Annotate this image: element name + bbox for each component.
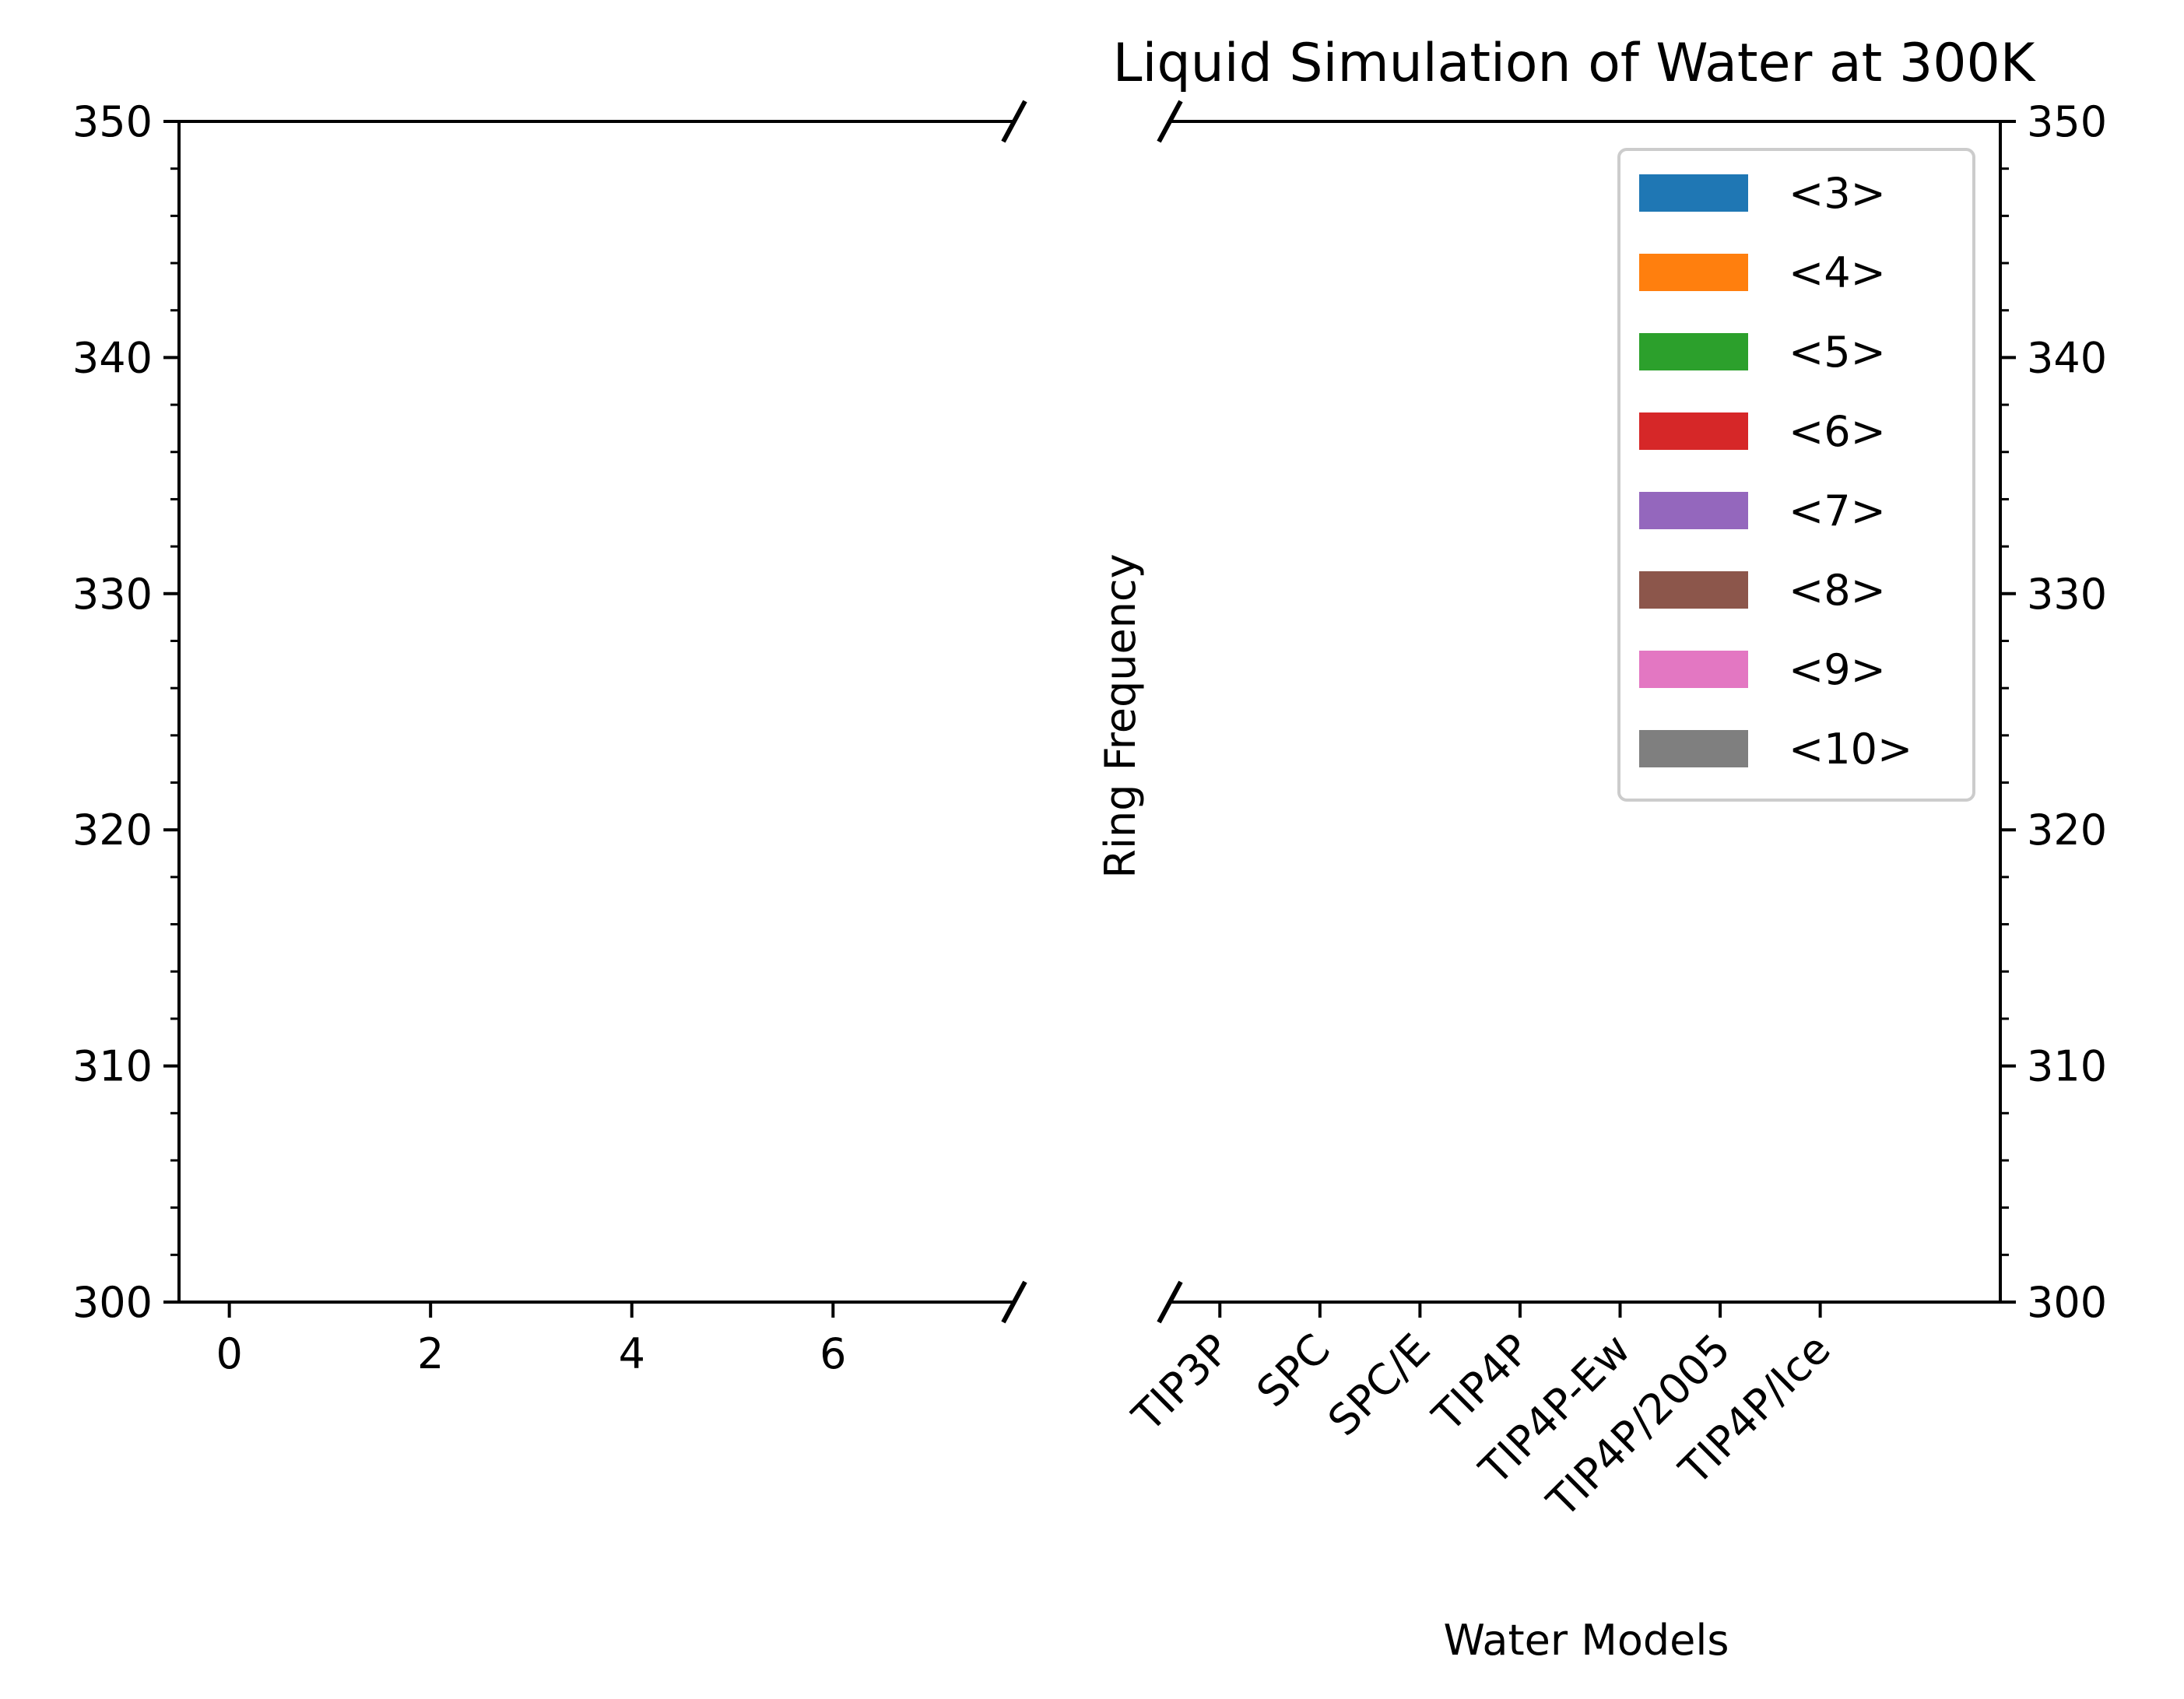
axis-break-marker bbox=[1157, 1280, 1183, 1324]
y-axis-title: Ring Frequency bbox=[1096, 553, 1145, 878]
legend-label: <6> bbox=[1789, 407, 1886, 456]
left-y-tick-label: 320 bbox=[72, 806, 153, 855]
left-x-tick-label: 6 bbox=[820, 1329, 846, 1378]
axis-break-marker bbox=[1001, 1280, 1027, 1324]
legend-swatch bbox=[1639, 571, 1748, 609]
left-x-tick-label: 4 bbox=[619, 1329, 645, 1378]
left-x-tick-label: 2 bbox=[417, 1329, 444, 1378]
legend-swatch bbox=[1639, 333, 1748, 370]
axis-break-marker bbox=[1001, 100, 1027, 143]
right-y-tick-label: 300 bbox=[2027, 1278, 2107, 1327]
legend-swatch bbox=[1639, 254, 1748, 291]
legend-label: <10> bbox=[1789, 725, 1912, 774]
left-y-tick-label: 340 bbox=[72, 333, 153, 382]
left-y-tick-label: 300 bbox=[72, 1278, 153, 1327]
right-y-tick-label: 340 bbox=[2027, 333, 2107, 382]
chart-title: Liquid Simulation of Water at 300K bbox=[1113, 33, 2037, 94]
right-y-tick-label: 330 bbox=[2027, 570, 2107, 619]
left-x-tick-label: 0 bbox=[216, 1329, 242, 1378]
legend: <3> <4> <5> <6> <7> <8> <9> <10> bbox=[1617, 148, 1975, 802]
legend-label: <8> bbox=[1789, 566, 1886, 615]
right-y-tick-label: 310 bbox=[2027, 1042, 2107, 1091]
legend-swatch bbox=[1639, 651, 1748, 688]
axis-break-marker bbox=[1157, 100, 1183, 143]
legend-swatch bbox=[1639, 730, 1748, 767]
left-y-tick-label: 350 bbox=[72, 97, 153, 146]
left-y-tick-label: 310 bbox=[72, 1042, 153, 1091]
right-y-tick-label: 320 bbox=[2027, 806, 2107, 855]
left-y-tick-label: 330 bbox=[72, 570, 153, 619]
legend-label: <7> bbox=[1789, 486, 1886, 535]
left-panel: 300 310 320 330 340 350 0 2 4 6 bbox=[72, 97, 1027, 1378]
legend-swatch bbox=[1639, 412, 1748, 450]
legend-label: <3> bbox=[1789, 169, 1886, 218]
legend-label: <5> bbox=[1789, 328, 1886, 377]
legend-label: <4> bbox=[1789, 248, 1886, 297]
legend-swatch bbox=[1639, 492, 1748, 529]
legend-swatch bbox=[1639, 174, 1748, 212]
x-axis-title: Water Models bbox=[1443, 1616, 1729, 1665]
legend-frame bbox=[1617, 148, 1975, 802]
right-y-tick-label: 350 bbox=[2027, 97, 2107, 146]
legend-label: <9> bbox=[1789, 645, 1886, 694]
